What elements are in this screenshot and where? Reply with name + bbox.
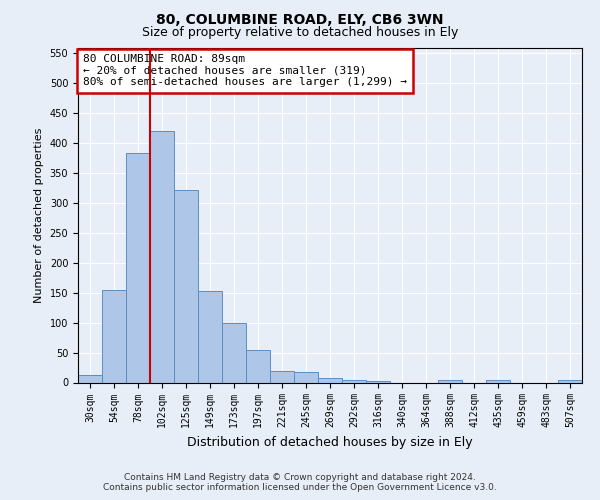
Bar xyxy=(294,372,318,382)
Bar xyxy=(318,378,342,382)
Y-axis label: Number of detached properties: Number of detached properties xyxy=(34,128,44,302)
Bar xyxy=(342,380,366,382)
Bar xyxy=(174,190,198,382)
Bar xyxy=(558,380,582,382)
Bar xyxy=(438,380,462,382)
Text: Contains HM Land Registry data © Crown copyright and database right 2024.
Contai: Contains HM Land Registry data © Crown c… xyxy=(103,473,497,492)
Bar xyxy=(126,154,150,382)
Text: Size of property relative to detached houses in Ely: Size of property relative to detached ho… xyxy=(142,26,458,39)
Bar xyxy=(366,380,390,382)
Bar xyxy=(486,380,510,382)
X-axis label: Distribution of detached houses by size in Ely: Distribution of detached houses by size … xyxy=(187,436,473,449)
Bar xyxy=(198,291,222,382)
Bar xyxy=(222,322,246,382)
Bar xyxy=(150,131,174,382)
Bar xyxy=(102,290,126,382)
Bar xyxy=(78,374,102,382)
Text: 80 COLUMBINE ROAD: 89sqm
← 20% of detached houses are smaller (319)
80% of semi-: 80 COLUMBINE ROAD: 89sqm ← 20% of detach… xyxy=(83,54,407,88)
Bar xyxy=(270,370,294,382)
Bar xyxy=(246,350,270,382)
Text: 80, COLUMBINE ROAD, ELY, CB6 3WN: 80, COLUMBINE ROAD, ELY, CB6 3WN xyxy=(156,12,444,26)
